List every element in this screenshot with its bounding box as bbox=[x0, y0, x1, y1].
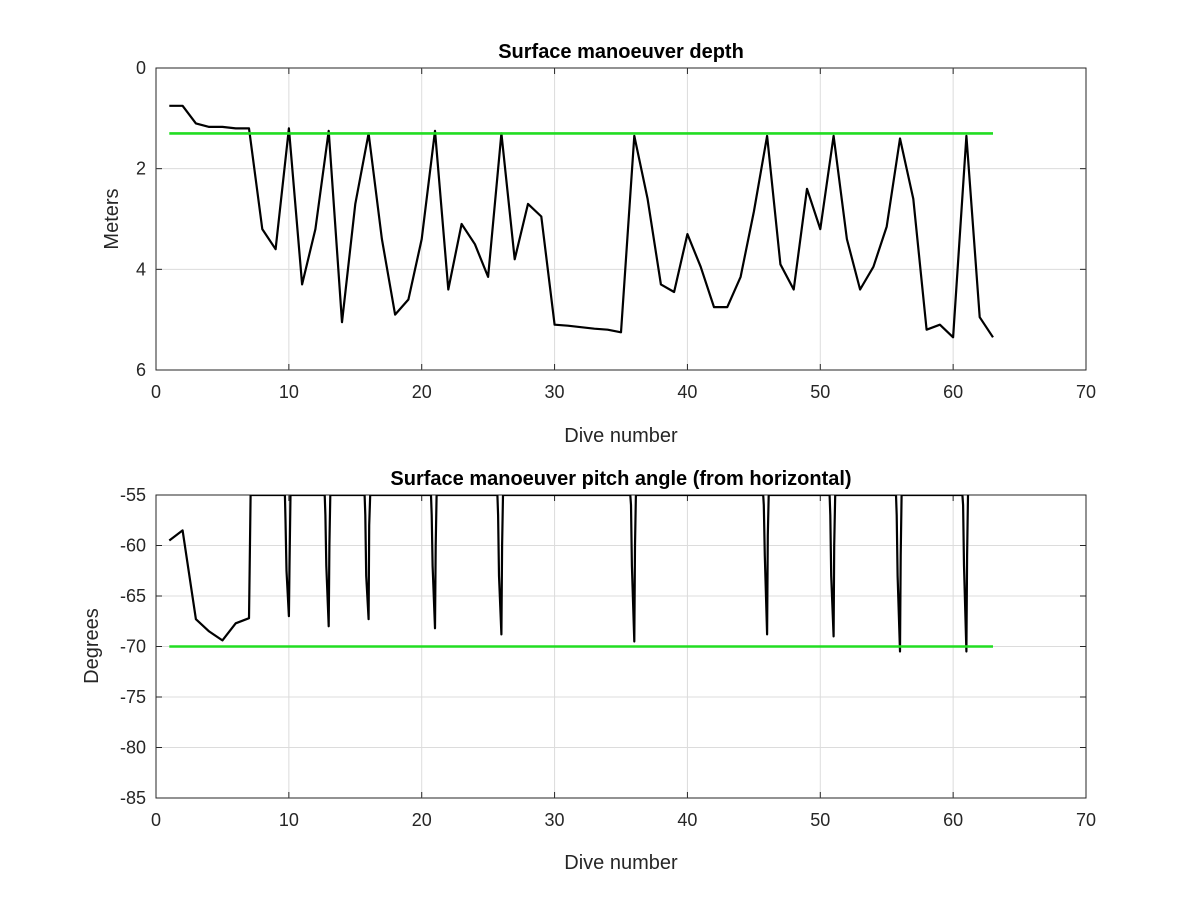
pitch-x-tick-label: 40 bbox=[677, 810, 697, 830]
pitch-x-tick-label: 60 bbox=[943, 810, 963, 830]
pitch-x-axis-label: Dive number bbox=[564, 852, 678, 874]
pitch-y-tick-label: -55 bbox=[120, 485, 146, 505]
pitch-series-group bbox=[168, 495, 993, 653]
depth-ticks: 0 10 20 30 40 50 60 70 0 2 4 6 bbox=[136, 58, 1096, 402]
pitch-x-tick-label: 50 bbox=[810, 810, 830, 830]
pitch-y-axis-label: Degrees bbox=[81, 608, 103, 684]
depth-x-tick-label: 70 bbox=[1076, 382, 1096, 402]
depth-x-tick-label: 20 bbox=[412, 382, 432, 402]
depth-series-group bbox=[169, 104, 994, 339]
pitch-y-tick-label: -60 bbox=[120, 536, 146, 556]
pitch-chart-title: Surface manoeuver pitch angle (from hori… bbox=[390, 468, 851, 490]
depth-grid bbox=[156, 68, 1086, 370]
depth-data-line bbox=[169, 104, 994, 339]
depth-y-tick-label: 2 bbox=[136, 159, 146, 179]
pitch-x-tick-label: 10 bbox=[279, 810, 299, 830]
depth-x-tick-label: 40 bbox=[677, 382, 697, 402]
depth-y-tick-label: 6 bbox=[136, 360, 146, 380]
depth-y-tick-label: 0 bbox=[136, 58, 146, 78]
pitch-ticks: 0 10 20 30 40 50 60 70 -55 -60 -65 -70 -75 -80 -85 bbox=[120, 485, 1096, 830]
depth-y-axis-label: Meters bbox=[101, 188, 123, 249]
depth-x-tick-label: 0 bbox=[151, 382, 161, 402]
depth-y-tick-label: 4 bbox=[136, 259, 146, 279]
depth-chart-title: Surface manoeuver depth bbox=[498, 41, 744, 63]
pitch-y-tick-label: -75 bbox=[120, 687, 146, 707]
pitch-x-tick-label: 0 bbox=[151, 810, 161, 830]
depth-x-tick-label: 30 bbox=[545, 382, 565, 402]
depth-x-tick-label: 10 bbox=[279, 382, 299, 402]
depth-subplot: 0 10 20 30 40 50 60 70 0 2 4 6 Surface manoeuver de… bbox=[101, 41, 1096, 447]
depth-x-axis-label: Dive number bbox=[564, 425, 678, 447]
pitch-subplot: 0 10 20 30 40 50 60 70 -55 -60 -65 -70 -75 -80 -85 Sur… bbox=[81, 468, 1096, 874]
pitch-x-tick-label: 70 bbox=[1076, 810, 1096, 830]
pitch-y-tick-label: -65 bbox=[120, 586, 146, 606]
pitch-y-tick-label: -70 bbox=[120, 637, 146, 657]
pitch-data-line bbox=[168, 495, 970, 653]
depth-x-tick-label: 60 bbox=[943, 382, 963, 402]
pitch-y-tick-label: -85 bbox=[120, 788, 146, 808]
depth-x-tick-label: 50 bbox=[810, 382, 830, 402]
pitch-y-tick-label: -80 bbox=[120, 738, 146, 758]
pitch-x-tick-label: 20 bbox=[412, 810, 432, 830]
pitch-x-tick-label: 30 bbox=[545, 810, 565, 830]
